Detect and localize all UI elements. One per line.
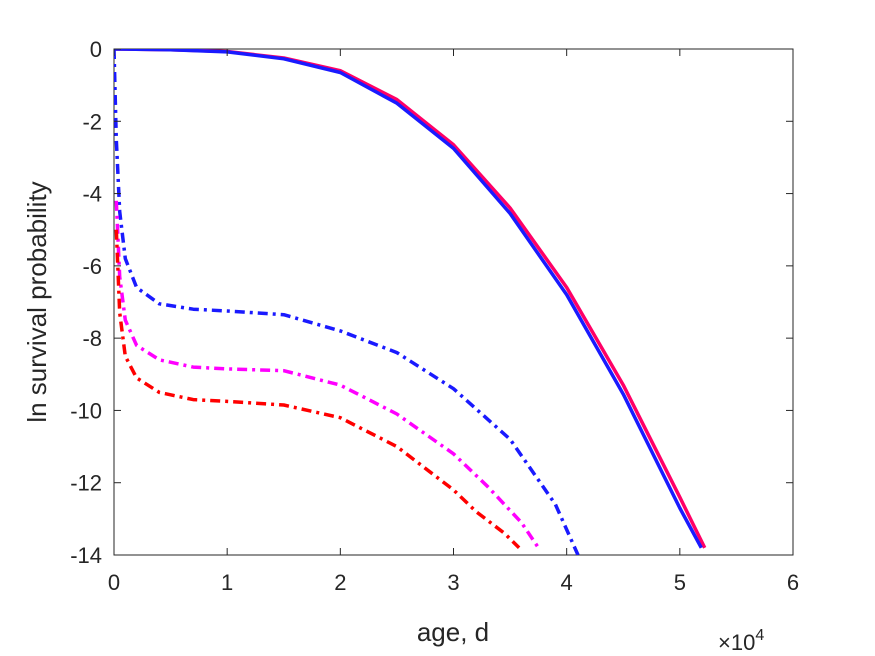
y-tick-label: -12 [70,471,102,496]
x-tick-label: 0 [108,570,120,595]
x-tick-label: 4 [561,570,573,595]
plot-area [113,48,794,556]
x-tick-label: 6 [787,570,799,595]
y-axis-label: ln survival probability [22,181,52,422]
series-line-2 [114,49,703,549]
y-tick-label: -10 [70,398,102,423]
series-line-4 [114,200,540,549]
y-tick-label: -2 [82,109,102,134]
y-tick-label: -8 [82,326,102,351]
x-axis-ticks: 0 1 2 3 4 5 6 [108,49,799,595]
series-line-3 [114,49,580,555]
y-tick-label: -4 [82,182,102,207]
x-tick-label: 5 [674,570,686,595]
x-tick-label: 3 [447,570,459,595]
series-line-5 [114,229,521,550]
x-multiplier-base: ×10 [718,630,755,655]
y-tick-label: -14 [70,543,102,568]
x-multiplier-exponent: 4 [755,627,764,644]
y-tick-label: 0 [90,37,102,62]
x-tick-label: 1 [221,570,233,595]
y-tick-label: -6 [82,254,102,279]
y-axis-ticks: 0 -2 -4 -6 -8 -10 -12 -14 [70,37,793,568]
x-axis-label: age, d [417,617,489,647]
series-layer [114,49,707,555]
x-axis-multiplier: ×104 [718,627,764,655]
x-tick-label: 2 [334,570,346,595]
